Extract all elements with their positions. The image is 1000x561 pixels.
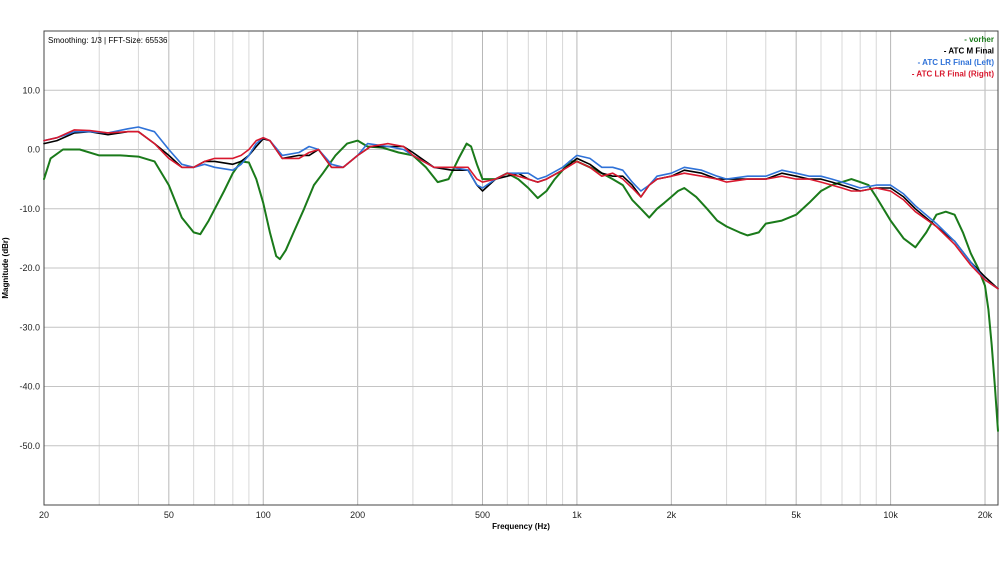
series-layer	[43, 126, 999, 432]
y-tick-label: 0.0	[27, 145, 40, 155]
x-tick-label: 50	[164, 510, 174, 520]
x-tick-label: 5k	[791, 510, 801, 520]
x-tick-labels: 20 50 100 200 500 1k 2k 5k 10k 20k	[39, 510, 993, 520]
y-tick-labels: 10.0 0.0 -10.0 -20.0 -30.0 -40.0 -50.0	[19, 85, 40, 451]
legend-entry: - ATC LR Final (Left)	[918, 58, 995, 67]
legend-entry: - vorher	[964, 35, 994, 44]
series-line	[43, 129, 999, 290]
x-tick-label: 100	[256, 510, 271, 520]
series-line	[43, 139, 999, 432]
x-tick-label: 20k	[978, 510, 993, 520]
x-tick-label: 200	[350, 510, 365, 520]
x-tick-label: 10k	[883, 510, 898, 520]
y-tick-label: -10.0	[19, 204, 40, 214]
y-tick-label: -50.0	[19, 441, 40, 451]
y-tick-label: 10.0	[22, 85, 40, 95]
series-line	[43, 126, 999, 290]
legend-entry: - ATC LR Final (Right)	[912, 70, 995, 79]
legend: - vorher - ATC M Final - ATC LR Final (Lef…	[912, 35, 995, 79]
x-tick-label: 20	[39, 510, 49, 520]
x-tick-label: 2k	[667, 510, 677, 520]
x-axis-title: Frequency (Hz)	[492, 522, 550, 531]
y-tick-label: -20.0	[19, 263, 40, 273]
legend-entry: - ATC M Final	[944, 47, 994, 56]
y-tick-label: -30.0	[19, 322, 40, 332]
y-axis-title: Magnitude (dBr)	[1, 237, 10, 299]
y-tick-label: -40.0	[19, 382, 40, 392]
x-tick-label: 1k	[572, 510, 582, 520]
plot-frame	[43, 30, 999, 506]
x-tick-label: 500	[475, 510, 490, 520]
smoothing-info-text: Smoothing: 1/3 | FFT-Size: 65536	[48, 36, 168, 45]
